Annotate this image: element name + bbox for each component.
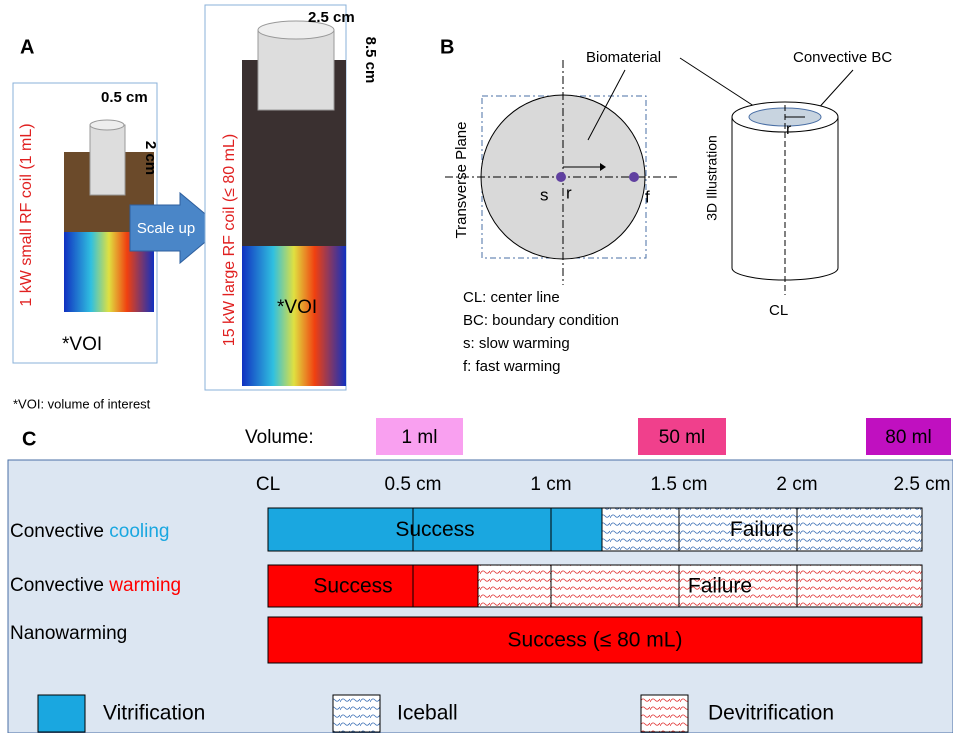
row-label: Convective warming — [10, 575, 181, 596]
legend-label: Iceball — [397, 702, 458, 725]
footnote: *VOI: volume of interest — [13, 396, 151, 411]
panel-label: A — [20, 36, 34, 58]
row-label-text: Convective — [10, 521, 109, 542]
illustration-label: 3D Illustration — [704, 135, 720, 221]
dimension: 0.5 cm — [101, 89, 148, 106]
axis-label: 1.5 cm — [650, 474, 707, 495]
figure: A 0.5 cm 2 cm 1 kW small RF coil (1 mL) … — [0, 0, 953, 733]
radius-label: r — [566, 183, 572, 202]
cl-label: CL — [769, 302, 788, 319]
axis-label: 1 cm — [530, 474, 571, 495]
callout-line — [680, 58, 760, 110]
voi-label: *VOI — [62, 334, 102, 355]
radius-label: r — [786, 121, 792, 138]
row-label-highlight: warming — [108, 575, 181, 596]
legend-swatch — [333, 695, 380, 732]
note: s: slow warming — [463, 335, 570, 352]
row-label: Convective cooling — [10, 521, 170, 542]
small-cylinder-top — [90, 120, 124, 130]
plane-label: Transverse Plane — [453, 122, 470, 239]
point-label: f — [645, 187, 650, 206]
point-f — [629, 172, 639, 182]
volume-text: 80 ml — [885, 427, 931, 448]
volume-label: Volume: — [245, 427, 314, 448]
axis-label: 2.5 cm — [893, 474, 950, 495]
segment-label: Success — [313, 575, 392, 598]
point-s — [556, 172, 566, 182]
coil-caption: 1 kW small RF coil (1 mL) — [18, 123, 35, 306]
axis-label: 2 cm — [776, 474, 817, 495]
legend-label: Vitrification — [103, 702, 205, 725]
volume-text: 50 ml — [659, 427, 705, 448]
small-cylinder — [90, 125, 125, 195]
callout: Convective BC — [793, 49, 892, 66]
coil-caption: 15 kW large RF coil (≤ 80 mL) — [221, 134, 238, 346]
legend-swatch — [641, 695, 688, 732]
dimension: 2.5 cm — [308, 9, 355, 26]
row-label-text: Convective — [10, 575, 109, 596]
segment-label: Success (≤ 80 mL) — [508, 629, 683, 652]
dimension: 8.5 cm — [362, 37, 379, 84]
legend-swatch — [38, 695, 85, 732]
row-label: Nanowarming — [10, 623, 127, 644]
note: CL: center line — [463, 289, 560, 306]
axis-label: CL — [256, 474, 280, 495]
volume-text: 1 ml — [402, 427, 438, 448]
panel-label: B — [440, 36, 454, 58]
segment-label: Success — [395, 518, 474, 541]
legend-label: Devitrification — [708, 702, 834, 725]
row-label-highlight: cooling — [109, 521, 169, 542]
note: f: fast warming — [463, 358, 561, 375]
axis-label: 0.5 cm — [384, 474, 441, 495]
segment-label: Failure — [688, 575, 752, 598]
panel-label: C — [22, 428, 36, 450]
arrow-label: Scale up — [137, 220, 195, 237]
segment-label: Failure — [730, 518, 794, 541]
point-label: s — [540, 185, 549, 204]
voi-label: *VOI — [277, 297, 317, 318]
dimension: 2 cm — [142, 141, 159, 175]
callout: Biomaterial — [586, 49, 661, 66]
large-cylinder — [258, 30, 334, 110]
note: BC: boundary condition — [463, 312, 619, 329]
row-label-text: Nanowarming — [10, 623, 127, 644]
